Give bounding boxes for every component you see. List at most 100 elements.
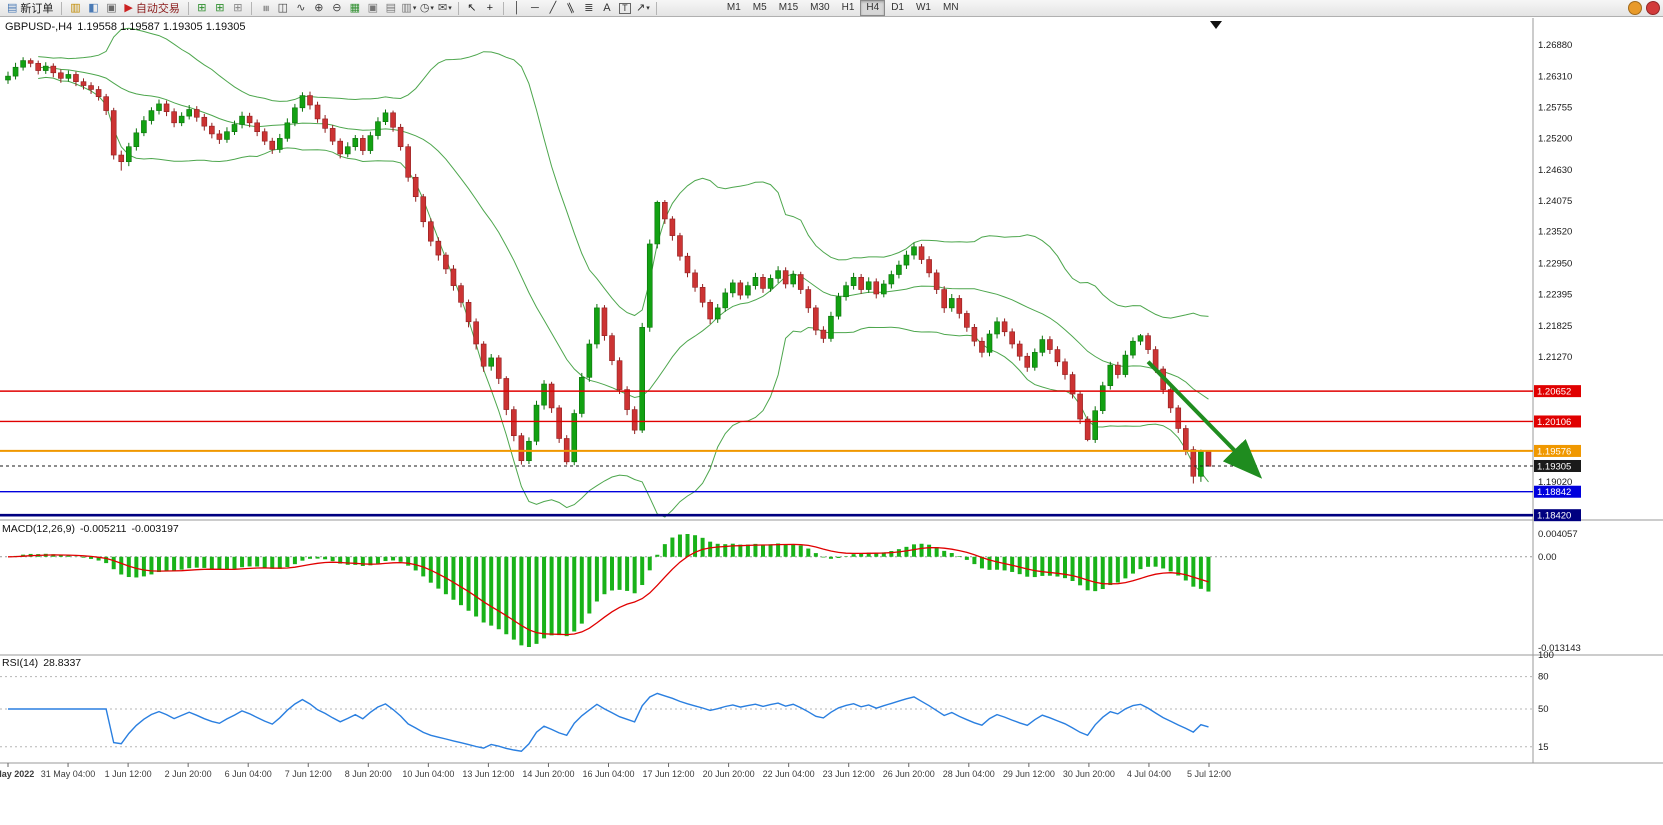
new-order-button[interactable]: ▤ 新订单 [3,1,57,16]
time-axis-label: 16 Jun 04:00 [582,769,634,779]
rsi-indicator-label: RSI(14) 28.8337 [2,657,86,669]
timeframe-m30-button[interactable]: M30 [810,2,830,13]
candlestick-chart-icon: ◫ [277,1,289,14]
notification-icon-orange[interactable] [1628,1,1642,15]
time-axis-label: 30 Jun 20:00 [1063,769,1115,779]
notification-icon-red[interactable] [1646,1,1660,15]
period-selector-icon[interactable]: ◷ ▾ [418,1,436,16]
trend-arrow[interactable] [1146,360,1263,479]
current-price-line-label-box [1534,459,1581,472]
fibonacci-icon[interactable]: ≣ [580,1,598,16]
crosshair-icon[interactable]: + [481,1,499,16]
cursor-icon: ↖ [467,1,477,14]
auto-trading-button-label: 自动交易 [135,3,180,15]
macd-signal-value: -0.003197 [131,523,179,535]
chart-symbol-title: GBPUSD-,H4 1.19558 1.19587 1.19305 1.1930… [5,21,250,33]
templates-icon[interactable]: ⊞ [229,1,247,16]
cursor-icon[interactable]: ↖ [463,1,481,16]
macd-indicator-label: MACD(12,26,9) -0.005211 -0.003197 [2,523,184,535]
bar-ohlc-values: 1.19558 1.19587 1.19305 1.19305 [77,21,246,33]
price-scale-label: 1.26880 [1538,40,1572,51]
chart-shift-icon: ▥ [401,1,412,14]
bollinger-bands [38,27,1209,518]
current-price-line-label: 1.19305 [1537,461,1571,472]
rsi-value: 28.8337 [43,657,82,669]
text-icon: A [603,1,611,14]
time-axis-label: 28 Jun 04:00 [943,769,995,779]
trendline-icon[interactable]: ╱ [544,1,562,16]
line-chart-icon[interactable]: ∿ [292,1,310,16]
market-watch-icon[interactable]: ▥ [66,1,84,16]
timeframe-m5-button[interactable]: M5 [752,2,767,13]
symbol-period-label: GBPUSD-,H4 [5,21,73,33]
price-scale-label: 1.23520 [1538,227,1572,238]
dropdown-arrow-icon: ▾ [646,4,650,12]
bar-chart-icon: ≡ [259,4,272,12]
time-axis-label: 17 Jun 12:00 [643,769,695,779]
macd-axis-max: 0.004057 [1538,529,1578,540]
time-axis-label: 23 Jun 12:00 [823,769,875,779]
mail-icon: ✉ [438,1,448,14]
line-chart-icon: ∿ [296,1,306,14]
horizontal-price-lines: 1.20652 1.20106 1.19576 1.19305 1.18842 1.184… [0,385,1581,522]
timeframe-m15-button[interactable]: M15 [778,2,799,13]
support-line-orange-label-box [1534,444,1581,457]
timeframe-h1-button[interactable]: H1 [841,2,855,13]
price-scale-label: 1.25200 [1538,133,1572,144]
panel-separators [0,18,1663,764]
time-axis-label: 1 Jun 12:00 [105,769,152,779]
arrows-icon: ↗ [636,1,646,14]
time-axis-label: 10 Jun 04:00 [402,769,454,779]
chart-shift-marker[interactable] [1210,21,1222,29]
candles-series [5,57,1212,484]
new-order-icon: ▤ [7,1,18,14]
navigator-icon[interactable]: ◧ [84,1,102,16]
zoom-out-icon: ⊖ [332,1,342,14]
price-scale-label: 1.24075 [1538,196,1572,207]
price-scale-label: 1.19020 [1538,477,1572,488]
timeframe-mn-button[interactable]: MN [942,2,959,13]
time-axis-label: 2 Jun 20:00 [165,769,212,779]
timeframe-m1-button[interactable]: M1 [726,2,741,13]
equidistant-channel-icon[interactable]: ∥ [562,1,580,16]
zoom-in-icon[interactable]: ⊕ [310,1,328,16]
text-icon[interactable]: A [598,1,616,16]
market-watch-icon: ▥ [70,1,81,14]
price-axis-labels: 1.26880 1.26310 1.25755 1.25200 1.24630 1.240… [1538,40,1572,488]
candlestick-chart-icon[interactable]: ◫ [274,1,292,16]
time-axis-label: 8 Jun 20:00 [345,769,392,779]
vertical-line-icon[interactable]: │ [508,1,526,16]
arrows-icon[interactable]: ↗ ▾ [634,1,652,16]
arrange-windows-icon[interactable]: ▤ [382,1,400,16]
toolbar-separator [655,1,657,15]
mail-icon[interactable]: ✉ ▾ [436,1,454,16]
new-chart-icon[interactable]: ⊞ [193,1,211,16]
resistance-line-1-label-box [1534,385,1581,398]
cascade-windows-icon[interactable]: ▣ [364,1,382,16]
auto-trading-button[interactable]: ▶ 自动交易 [120,1,183,16]
horizontal-line-icon[interactable]: ─ [526,1,544,16]
profiles-icon: ⊞ [215,1,225,14]
profiles-icon[interactable]: ⊞ [211,1,229,16]
timeframe-w1-button[interactable]: W1 [915,2,931,13]
time-axis-label: 29 Jun 12:00 [1003,769,1055,779]
timeframe-h4-button[interactable]: H4 [860,0,886,16]
terminal-icon[interactable]: ▣ [102,1,120,16]
price-scale-label: 1.21825 [1538,321,1572,332]
rsi-level-label: 15 [1538,742,1549,753]
trendline-icon: ╱ [549,1,557,14]
auto-trading-icon: ▶ [124,1,133,14]
price-scale-label: 1.26310 [1538,72,1572,83]
chart-shift-icon[interactable]: ▥ ▾ [400,1,418,16]
text-label-icon[interactable]: T [616,1,634,16]
macd-axis-min: -0.013143 [1538,643,1581,654]
macd-main-value: -0.005211 [79,523,127,535]
bar-chart-icon[interactable]: ≡ [256,1,274,16]
tile-windows-icon[interactable]: ▦ [346,1,364,16]
timeframe-d1-button[interactable]: D1 [891,2,904,13]
rsi-level-label: 100 [1538,650,1554,661]
zoom-out-icon[interactable]: ⊖ [328,1,346,16]
templates-icon: ⊞ [233,1,243,14]
toolbar-separator [61,1,63,15]
